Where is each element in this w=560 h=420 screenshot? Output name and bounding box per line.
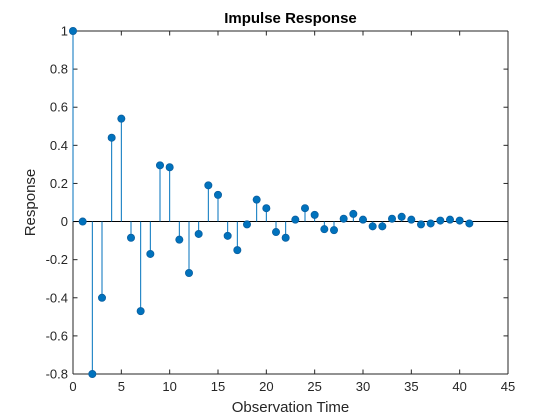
stem-marker bbox=[165, 163, 174, 172]
y-tick-label: 0 bbox=[61, 214, 68, 229]
x-tick-label: 5 bbox=[118, 379, 125, 394]
stem-marker bbox=[252, 195, 261, 204]
stem-marker bbox=[184, 269, 193, 278]
stem-marker bbox=[78, 217, 87, 226]
x-tick-label: 25 bbox=[307, 379, 321, 394]
stem-marker bbox=[281, 233, 290, 242]
chart-title: Impulse Response bbox=[224, 10, 357, 27]
y-tick-label: -0.6 bbox=[46, 328, 68, 343]
stem-marker bbox=[300, 204, 309, 213]
stem-marker bbox=[368, 222, 377, 231]
x-tick-label: 20 bbox=[259, 379, 273, 394]
x-tick-label: 10 bbox=[162, 379, 176, 394]
stem-marker bbox=[69, 26, 78, 35]
y-tick-label: -0.2 bbox=[46, 252, 68, 267]
y-axis-title: Response bbox=[22, 169, 39, 237]
stem-marker bbox=[242, 220, 251, 229]
stem-marker bbox=[117, 114, 126, 123]
stem-marker bbox=[271, 228, 280, 237]
stem-marker bbox=[436, 216, 445, 225]
y-tick-label: 0.2 bbox=[50, 176, 68, 191]
x-tick-label: 35 bbox=[404, 379, 418, 394]
stem-marker bbox=[262, 204, 271, 213]
stem-marker bbox=[204, 181, 213, 190]
stem-marker bbox=[378, 222, 387, 231]
x-tick-label: 30 bbox=[356, 379, 370, 394]
stem-marker bbox=[445, 215, 454, 224]
stem-marker bbox=[127, 233, 136, 242]
stem-marker bbox=[455, 216, 464, 225]
stem-marker bbox=[194, 229, 203, 238]
stem-marker bbox=[291, 215, 300, 224]
stem-marker bbox=[339, 214, 348, 223]
x-tick-labels: 0 5 10 15 20 25 30 35 40 45 bbox=[69, 379, 515, 394]
stem-marker bbox=[426, 219, 435, 228]
y-tick-label: 0.6 bbox=[50, 100, 68, 115]
y-tick-label: -0.4 bbox=[46, 290, 68, 305]
stem-marker bbox=[310, 210, 319, 219]
stem-marker bbox=[146, 249, 155, 258]
stem-marker bbox=[155, 161, 164, 170]
stem-marker bbox=[98, 293, 107, 302]
stem-marker bbox=[397, 212, 406, 221]
x-tick-label: 0 bbox=[69, 379, 76, 394]
stem-marker bbox=[107, 133, 116, 142]
stem-marker bbox=[320, 225, 329, 234]
stem-marker bbox=[407, 215, 416, 224]
y-tick-label: 0.4 bbox=[50, 138, 68, 153]
y-tick-label: 0.8 bbox=[50, 62, 68, 77]
y-tick-label: 1 bbox=[61, 24, 68, 39]
tick-marks bbox=[72, 30, 509, 375]
stem-marker bbox=[233, 246, 242, 255]
stem-marker bbox=[465, 219, 474, 228]
stem-marker bbox=[358, 215, 367, 224]
stem-marker bbox=[416, 220, 425, 229]
x-axis-title: Observation Time bbox=[232, 399, 350, 416]
stem-marker bbox=[329, 226, 338, 235]
stem-series bbox=[69, 26, 474, 378]
stem-marker bbox=[213, 190, 222, 199]
stem-marker bbox=[223, 231, 232, 240]
stem-marker bbox=[136, 307, 145, 316]
plot-area bbox=[73, 31, 508, 374]
stem-marker bbox=[88, 369, 97, 378]
x-tick-label: 15 bbox=[211, 379, 225, 394]
stem-marker bbox=[175, 235, 184, 244]
y-tick-label: -0.8 bbox=[46, 367, 68, 382]
y-tick-labels: -0.8 -0.6 -0.4 -0.2 0 0.2 0.4 0.6 0.8 1 bbox=[46, 24, 68, 382]
stem-marker bbox=[349, 209, 358, 218]
x-tick-label: 45 bbox=[501, 379, 515, 394]
x-tick-label: 40 bbox=[452, 379, 466, 394]
stem-marker bbox=[387, 214, 396, 223]
